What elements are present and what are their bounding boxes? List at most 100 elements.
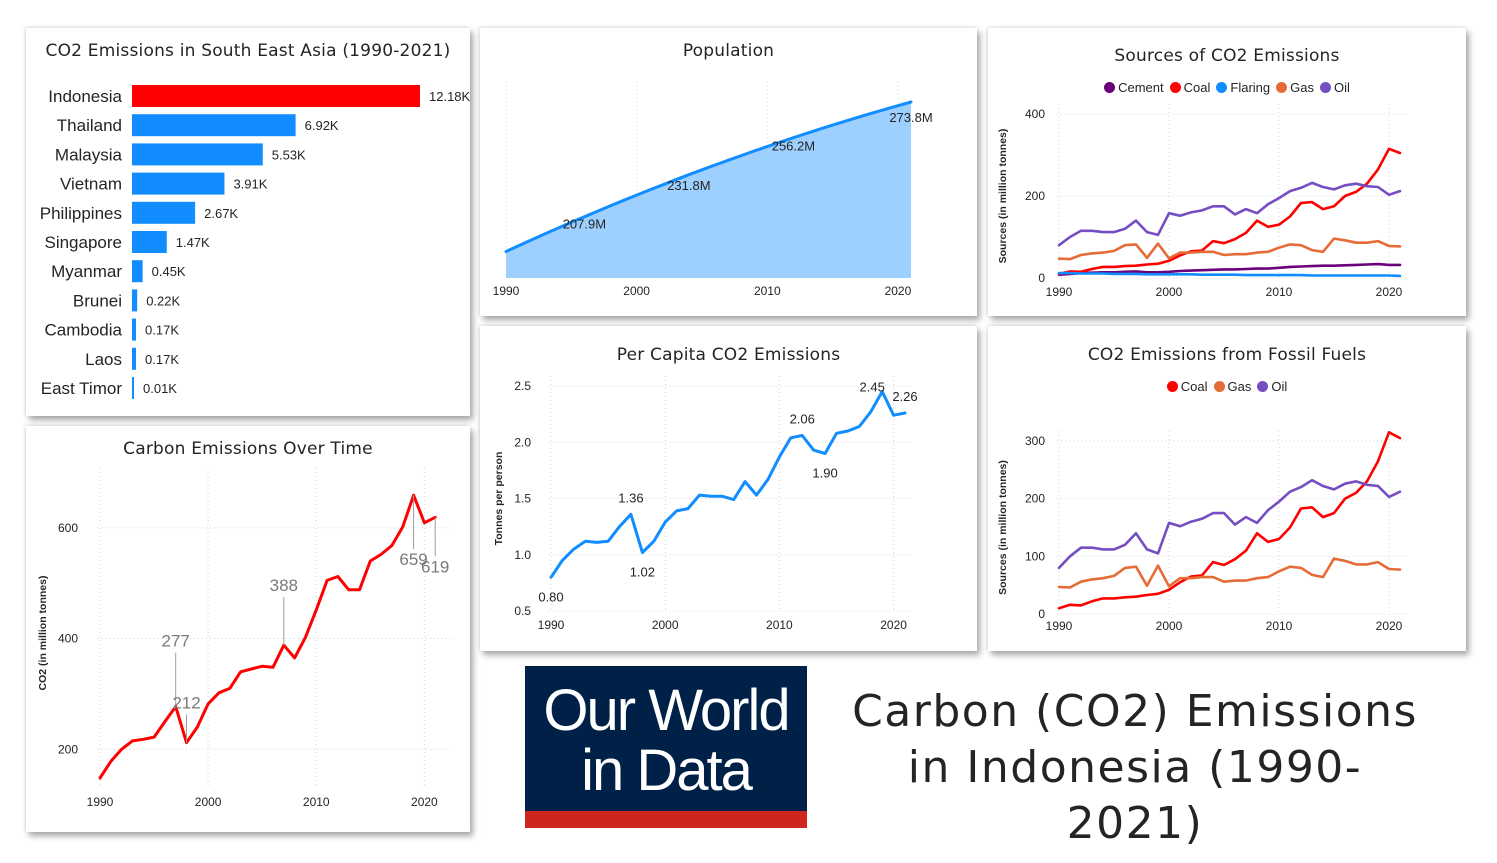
bar-category-label: Singapore [44,233,122,252]
bar-category-label: Laos [85,350,122,369]
x-tick-label: 1990 [87,795,114,809]
bar-singapore [132,231,167,253]
bar-category-label: Indonesia [48,87,122,106]
bar-value-label: 2.67K [204,206,238,221]
sources-series-flaring [1057,271,1402,278]
population-data-label: 256.2M [772,138,815,153]
legend-label: Coal [1183,80,1211,95]
per-capita-data-label: 1.02 [630,565,655,580]
x-tick-label: 1990 [1046,619,1073,633]
bar-myanmar [132,260,143,283]
fossil-series-oil [1057,478,1402,570]
fossil-chart-svg: 1990 2000 2010 2020 0 100 200 300 Sources (in mi… [997,431,1406,633]
bar-value-label: 6.92K [305,118,339,133]
bar-thailand [132,114,296,137]
x-tick-label: 1990 [493,284,520,298]
bar-chart-title: CO2 Emissions in South East Asia (1990-2… [45,41,451,61]
population-chart-svg: 1990 2000 2010 2020 207.9M 231.8M 256.2M 273.8M [493,82,933,298]
bar-category-label: Cambodia [45,321,123,340]
per-capita-data-label: 0.80 [538,589,563,604]
sources-chart-svg: 1990 2000 2010 2020 0 200 400 Sources (in milli… [997,104,1406,299]
legend-marker [1319,82,1331,93]
bar-cambodia [132,318,137,341]
bar-malaysia [132,143,263,166]
y-tick-label: 400 [1025,107,1045,121]
x-tick-label: 1990 [538,618,565,632]
per-capita-panel: Per Capita CO2 Emissions 1990 2000 2010 202… [480,326,977,651]
our-world-in-data-logo: Our World in Data [525,666,807,828]
emissions-data-label: 659 [399,550,427,569]
legend-label: Cement [1118,80,1164,95]
population-line [504,100,913,253]
bar-chart-panel: CO2 Emissions in South East Asia (1990-2… [26,28,471,416]
x-tick-label: 2020 [411,795,438,809]
y-tick-label: 0.5 [514,604,531,618]
bar-category-label: East Timor [41,379,123,398]
bar-indonesia [132,85,420,107]
x-tick-label: 2010 [303,795,330,809]
legend-label: Gas [1290,80,1314,95]
legend-item-coal[interactable]: Coal [1169,80,1211,95]
legend-item-oil[interactable]: Oil [1319,80,1350,95]
sources-legend: Cement Coal Flaring Gas Oil [988,80,1466,95]
fossil-title: CO2 Emissions from Fossil Fuels [1087,345,1367,365]
fossil-panel: CO2 Emissions from Fossil Fuels Coal Gas O… [988,326,1466,651]
sources-series-oil [1057,181,1402,247]
bar-vietnam [132,172,225,195]
population-data-label: 273.8M [889,110,932,125]
bar-value-label: 0.17K [145,323,179,338]
legend-item-gas[interactable]: Gas [1213,379,1251,394]
legend-item-gas[interactable]: Gas [1276,80,1314,95]
legend-item-flaring[interactable]: Flaring [1216,80,1270,95]
sources-series-cement [1057,262,1402,276]
per-capita-line [549,390,907,579]
over-time-chart-svg: 1990 2000 2010 2020 200 400 600 CO2 (in million… [37,468,452,809]
x-tick-label: 2000 [652,618,679,632]
legend-item-cement[interactable]: Cement [1104,80,1164,95]
legend-marker [1104,82,1116,93]
sources-series-coal [1057,147,1402,276]
x-tick-label: 2010 [754,284,781,298]
population-panel: Population 1990 2000 2010 2020 207.9M 231.8M 2… [480,28,977,316]
legend-item-coal[interactable]: Coal [1166,379,1208,394]
y-tick-label: 2.5 [514,379,531,393]
per-capita-data-label: 1.36 [618,490,643,505]
per-capita-title: Per Capita CO2 Emissions [616,345,841,365]
x-tick-label: 2020 [1376,619,1403,633]
bar-category-label: Thailand [57,116,122,135]
logo-line-1: Our World [543,678,790,743]
bar-value-label: 5.53K [272,147,306,162]
x-tick-label: 1990 [1046,285,1073,299]
population-area [506,102,911,278]
legend-label: Coal [1180,379,1208,394]
bar-east-timor [132,377,134,399]
y-tick-label: 200 [58,742,78,756]
bar-value-label: 0.45K [152,264,186,279]
x-tick-label: 2000 [195,795,222,809]
y-axis-label: Tonnes per person [493,452,505,546]
x-tick-label: 2010 [1266,619,1293,633]
x-tick-label: 2020 [1376,285,1403,299]
sources-series-gas [1057,237,1402,261]
sources-title: Sources of CO2 Emissions [1114,46,1340,66]
per-capita-chart-svg: 1990 2000 2010 2020 0.5 1.0 1.5 2.0 2.5 Tonnes pe… [493,376,918,632]
y-tick-label: 400 [58,632,78,646]
bar-chart-svg: Indonesia 12.18K Thailand 6.92K Malaysia 5.53… [40,85,471,399]
legend-item-oil[interactable]: Oil [1257,379,1287,394]
bar-category-label: Brunei [73,291,122,310]
per-capita-data-label: 1.90 [812,466,837,481]
emissions-line [98,493,437,780]
y-tick-label: 0 [1038,271,1045,285]
bar-value-label: 0.01K [143,381,177,396]
logo-line-2: in Data [581,738,753,803]
bar-value-label: 0.22K [146,293,180,308]
y-tick-label: 300 [1025,434,1045,448]
emissions-data-label: 212 [172,694,200,713]
x-tick-label: 2000 [1156,285,1183,299]
over-time-panel: Carbon Emissions Over Time 1990 2000 2010 2… [26,426,470,832]
legend-label: Oil [1271,379,1288,394]
legend-label: Oil [1333,80,1350,95]
bar-value-label: 0.17K [145,352,179,367]
bar-value-label: 12.18K [429,89,471,104]
bar-category-label: Vietnam [60,175,122,194]
